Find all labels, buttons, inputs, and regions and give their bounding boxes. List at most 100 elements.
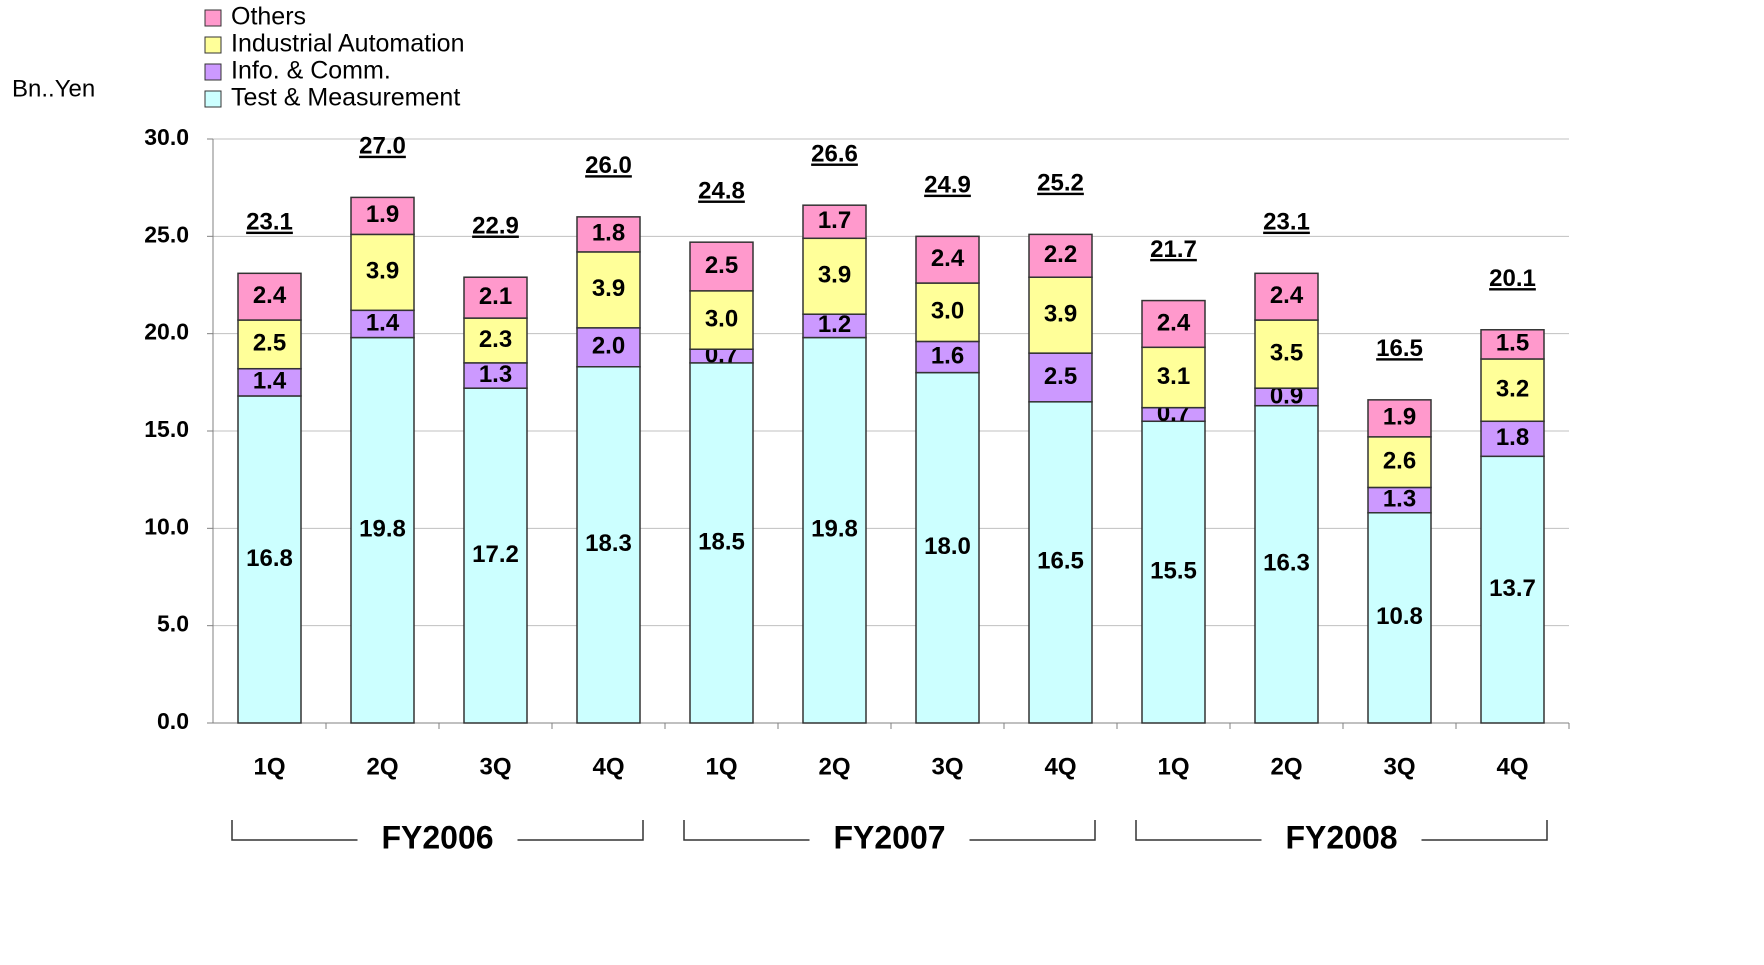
data-label: 3.9 (366, 258, 399, 285)
bar-segment (1141, 420, 1206, 724)
data-label: 2.4 (931, 245, 965, 272)
bar-segment (1480, 455, 1545, 724)
data-label: 2.1 (479, 283, 512, 310)
data-label: 3.0 (705, 305, 738, 332)
data-label: 1.8 (592, 220, 625, 247)
bar-segment (350, 336, 415, 724)
bar-segment (802, 336, 867, 724)
data-label: 3.5 (1270, 339, 1303, 366)
total-label: 20.1 (1489, 265, 1536, 292)
x-tick-label: 4Q (1044, 753, 1076, 780)
total-label: 26.0 (585, 152, 632, 179)
bar-segment (915, 340, 980, 374)
x-tick-label: 3Q (479, 753, 511, 780)
data-label: 1.8 (1496, 424, 1529, 451)
data-label: 15.5 (1150, 557, 1197, 584)
data-label: 2.4 (1270, 282, 1304, 309)
x-tick-label: 3Q (931, 753, 963, 780)
data-label: 1.3 (479, 361, 512, 388)
legend-label: Info. & Comm. (231, 57, 391, 85)
bar-segment (802, 237, 867, 315)
total-label: 24.9 (924, 172, 971, 199)
x-tick-label: 2Q (1270, 753, 1302, 780)
data-label: 1.9 (1383, 404, 1416, 431)
data-label: 3.1 (1157, 363, 1190, 390)
data-label: 3.9 (818, 262, 851, 289)
data-label: 3.0 (931, 298, 964, 325)
bar-segment (689, 362, 754, 724)
y-tick-label: 0.0 (157, 708, 189, 734)
legend-swatch (204, 63, 222, 81)
data-label: 1.4 (366, 309, 400, 336)
data-label: 17.2 (472, 541, 519, 568)
bar-segment (689, 241, 754, 292)
data-label: 2.0 (592, 333, 625, 360)
total-label: 25.2 (1037, 170, 1084, 197)
total-label: 16.5 (1376, 335, 1423, 362)
group-label: FY2007 (833, 819, 945, 855)
y-tick-label: 30.0 (144, 124, 189, 150)
bar-segment (576, 366, 641, 724)
y-tick-label: 25.0 (144, 221, 189, 247)
data-label: 1.9 (366, 201, 399, 228)
data-label: 16.5 (1037, 548, 1084, 575)
data-label: 16.3 (1263, 550, 1310, 577)
legend-label: Others (231, 3, 306, 31)
y-tick-label: 15.0 (144, 416, 189, 442)
bar-segment (576, 216, 641, 253)
bar-segment (350, 196, 415, 236)
legend-swatch (204, 36, 222, 54)
data-label: 1.6 (931, 342, 964, 369)
data-label: 18.0 (924, 533, 971, 560)
bar-segment (350, 309, 415, 339)
bar-segment (915, 235, 980, 284)
bar-segment (1367, 436, 1432, 489)
bar-segment (237, 395, 302, 724)
bar-segment (802, 204, 867, 240)
bar-segment (915, 371, 980, 724)
legend-label: Industrial Automation (231, 30, 464, 58)
total-label: 21.7 (1150, 236, 1197, 263)
bar-segment (1254, 272, 1319, 321)
group-bracket (683, 820, 1096, 841)
legend-label: Test & Measurement (231, 84, 460, 112)
bar-segment (237, 367, 302, 397)
data-label: 19.8 (811, 516, 858, 543)
group-label: FY2006 (381, 819, 493, 855)
y-axis-label: Bn..Yen (12, 75, 95, 102)
bar-segment (350, 233, 415, 312)
x-tick-label: 1Q (1157, 753, 1189, 780)
bar-segment (463, 362, 528, 389)
bar-segment (915, 282, 980, 343)
data-label: 1.3 (1383, 485, 1416, 512)
data-label: 10.8 (1376, 603, 1423, 630)
data-label: 2.5 (253, 330, 286, 357)
total-label: 23.1 (246, 209, 293, 236)
y-tick-label: 5.0 (157, 611, 189, 637)
legend-swatch (204, 90, 222, 108)
legend-swatch (204, 9, 222, 27)
bar-segment (1367, 512, 1432, 724)
group-bracket (1135, 820, 1548, 841)
data-label: 2.5 (705, 252, 738, 279)
bar-segment (1254, 404, 1319, 724)
group-bracket (231, 820, 644, 841)
data-label: 2.5 (1044, 363, 1077, 390)
y-tick-label: 20.0 (144, 319, 189, 345)
data-label: 3.9 (592, 275, 625, 302)
data-label: 13.7 (1489, 575, 1536, 602)
bar-segment (1141, 299, 1206, 349)
bar-segment (1480, 420, 1545, 458)
x-tick-label: 2Q (818, 753, 850, 780)
data-label: 1.2 (818, 311, 851, 338)
x-tick-label: 1Q (253, 753, 285, 780)
x-tick-label: 1Q (705, 753, 737, 780)
y-tick-label: 10.0 (144, 513, 189, 539)
data-label: 18.5 (698, 528, 745, 555)
data-label: 16.8 (246, 545, 293, 572)
bar-segment (1254, 319, 1319, 389)
bar-segment (463, 276, 528, 319)
total-label: 22.9 (472, 213, 519, 240)
x-tick-label: 4Q (1496, 753, 1528, 780)
